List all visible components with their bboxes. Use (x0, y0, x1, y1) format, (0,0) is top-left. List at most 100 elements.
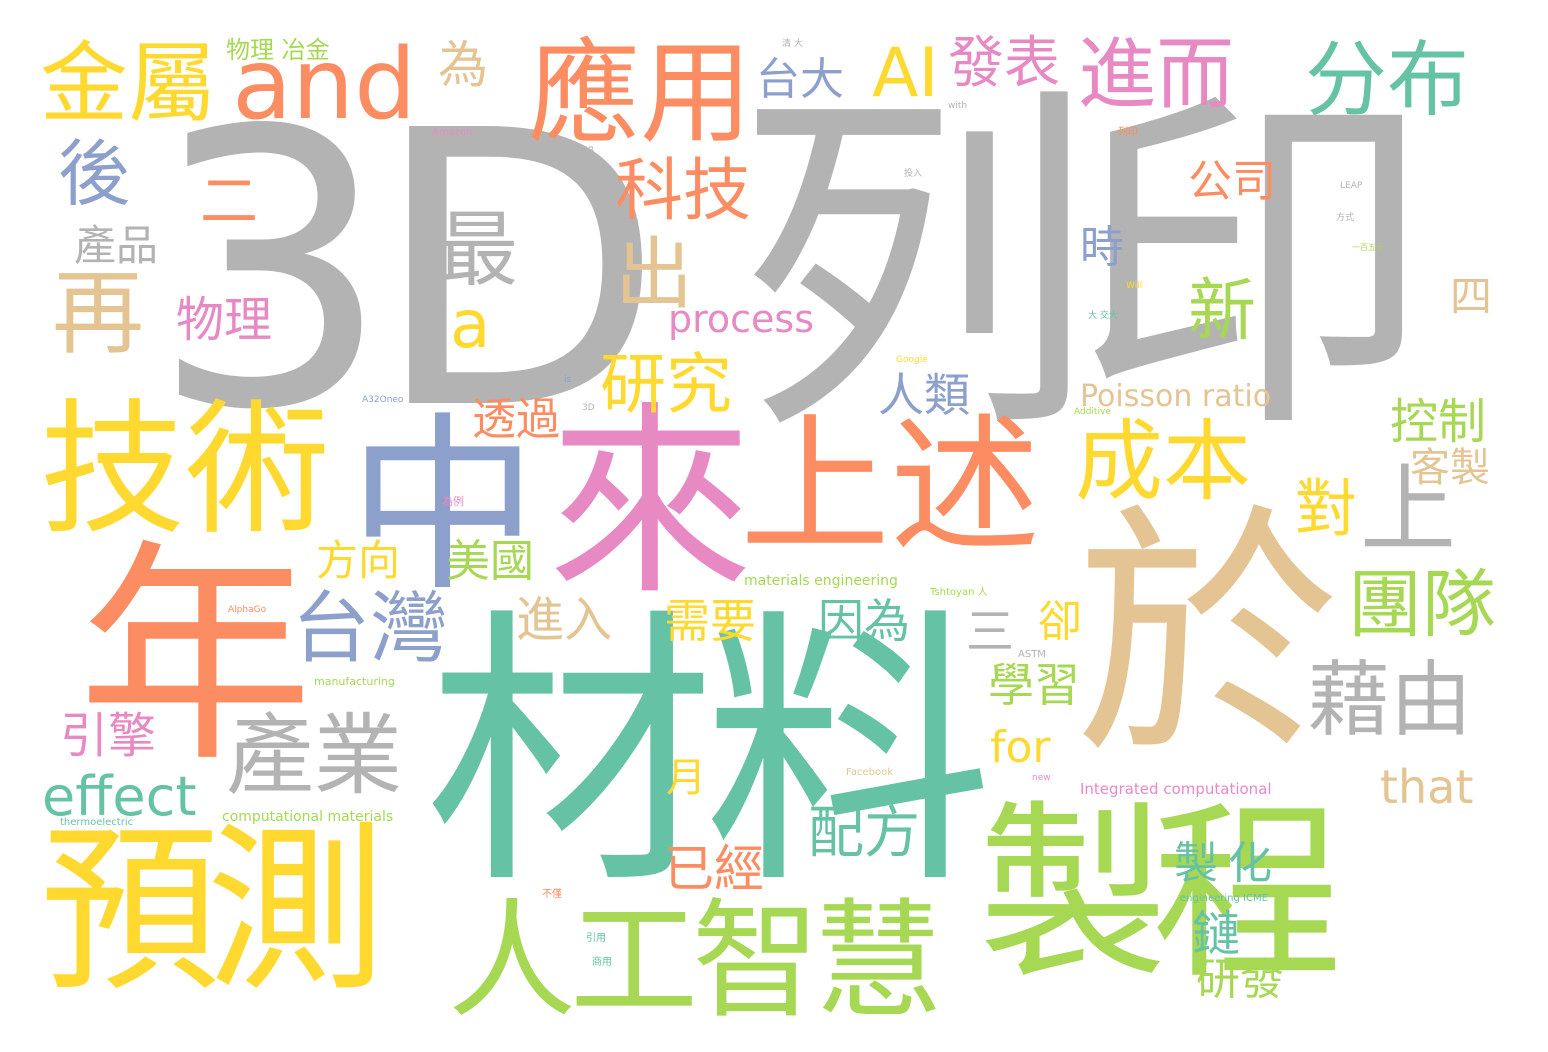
cloud-word: 製化 (1174, 838, 1282, 889)
cloud-word: 於 (1075, 483, 1340, 791)
cloud-word: 對 (1295, 472, 1358, 545)
cloud-word: 為例 (442, 495, 464, 508)
cloud-word: process (668, 297, 815, 341)
cloud-word: 需要 (664, 594, 756, 648)
cloud-word: 產品 (74, 221, 159, 270)
cloud-word: 技術 (40, 386, 330, 555)
cloud-word: 投入 (904, 169, 923, 179)
cloud-word: Facebook (846, 767, 893, 778)
cloud-word: 大 交大 (1088, 311, 1118, 321)
cloud-word: 列印 (735, 58, 1433, 477)
cloud-word: manufacturing (314, 675, 395, 688)
cloud-word: 發表 (948, 31, 1060, 96)
cloud-word: 卻 (1038, 596, 1082, 647)
cloud-word: 物理 冶金 (226, 36, 330, 64)
cloud-word: 人類 (878, 368, 970, 422)
cloud-word: AlphaGo (228, 605, 267, 615)
cloud-word: AI (872, 34, 939, 113)
cloud-word: 因為 (818, 594, 910, 648)
cloud-word: of (1130, 129, 1139, 139)
cloud-word: 最 (436, 203, 519, 298)
cloud-word: 上述 (740, 400, 1041, 574)
cloud-word: 年 (78, 521, 313, 794)
cloud-word: 進入 (516, 592, 613, 648)
cloud-word: 商用 (592, 957, 612, 968)
cloud-word: Tshtoyan 人 (930, 587, 988, 598)
cloud-word: 二 (200, 167, 259, 235)
cloud-word: 台大 (756, 54, 844, 105)
cloud-word: with (948, 101, 968, 111)
cloud-word: 控制 (1390, 394, 1487, 450)
cloud-word: 客製 (1410, 445, 1490, 491)
cloud-word: engineering ICME (1180, 893, 1268, 904)
cloud-word: 物理 (176, 292, 273, 348)
cloud-word: 列印 (1118, 127, 1138, 138)
cloud-word: 分布 (1305, 33, 1470, 128)
cloud-word: 新 (1188, 272, 1257, 351)
cloud-word: 已經 (664, 840, 764, 898)
cloud-word: 3D (582, 403, 595, 413)
cloud-word: LEAP (1340, 181, 1363, 191)
cloud-word: 3D (150, 50, 664, 493)
cloud-word: 製程 (978, 784, 1342, 1005)
cloud-word: 月 (666, 755, 706, 801)
cloud-word: Google (896, 355, 928, 365)
cloud-word: 出 (615, 230, 694, 320)
cloud-word: 一百五十 (1352, 243, 1384, 252)
cloud-word: 藉由 (1308, 653, 1473, 748)
cloud-word: 清 大 (782, 39, 803, 49)
cloud-word: new (1032, 773, 1051, 783)
cloud-word: 人工智慧 (448, 887, 942, 1036)
cloud-word: 鏈 (1192, 906, 1241, 962)
cloud-word: 引擎 (60, 708, 157, 764)
cloud-word: 台灣 (292, 584, 449, 674)
cloud-word: 研究 (600, 346, 732, 423)
cloud-word: and (232, 28, 417, 142)
cloud-word: 學習 (988, 658, 1080, 712)
cloud-word: Additive (1074, 407, 1111, 417)
cloud-word: Amazon (432, 127, 473, 138)
cloud-word: Will (1126, 281, 1143, 291)
cloud-word: computational materials (222, 809, 394, 825)
cloud-word: a (450, 286, 491, 363)
cloud-word: 三 (966, 604, 1015, 660)
cloud-word: 成本 (1075, 410, 1252, 513)
cloud-word: 方向 (316, 536, 401, 585)
cloud-word: 進而 (1078, 30, 1235, 120)
cloud-word: 中 (348, 396, 539, 617)
cloud-word: that (1380, 760, 1474, 814)
cloud-word: 引用 (586, 933, 606, 944)
cloud-word: 後 (58, 132, 131, 216)
cloud-word: for (990, 722, 1051, 773)
cloud-word: 不僅 (542, 889, 562, 900)
cloud-word: 公司 (1188, 156, 1276, 207)
cloud-word: 應用 (528, 29, 752, 159)
cloud-word: 再 (52, 260, 145, 367)
cloud-word: thermoelectric (60, 817, 134, 828)
cloud-word: 市場 (576, 147, 595, 157)
cloud-word: 團隊 (1348, 562, 1496, 648)
cloud-word: 方式 (1336, 213, 1355, 223)
cloud-word: 上 (1360, 454, 1456, 566)
cloud-word: A32Oneo (362, 395, 404, 405)
cloud-word: Integrated computational (1080, 780, 1272, 798)
cloud-word: 來 (548, 385, 753, 623)
cloud-word: 四 (1450, 272, 1493, 321)
cloud-word: Poisson ratio (1080, 379, 1272, 414)
cloud-word: 美國 (446, 536, 534, 587)
cloud-word: 研發 (1196, 954, 1284, 1005)
cloud-word: 金屬 (40, 32, 217, 135)
cloud-word: 科技 (615, 152, 752, 231)
cloud-word: materials engineering (744, 573, 898, 589)
cloud-word: 產業 (226, 704, 403, 807)
cloud-word: 預測 (40, 807, 386, 1016)
cloud-word: is (564, 375, 572, 385)
cloud-word: 透過 (472, 394, 560, 445)
cloud-word: effect (42, 765, 197, 828)
cloud-word: ASTM (1018, 649, 1046, 660)
cloud-word: 配方 (808, 801, 920, 866)
cloud-word: 為 (438, 36, 488, 94)
cloud-word: 材料 (425, 586, 993, 923)
cloud-word: 時 (1080, 222, 1124, 273)
